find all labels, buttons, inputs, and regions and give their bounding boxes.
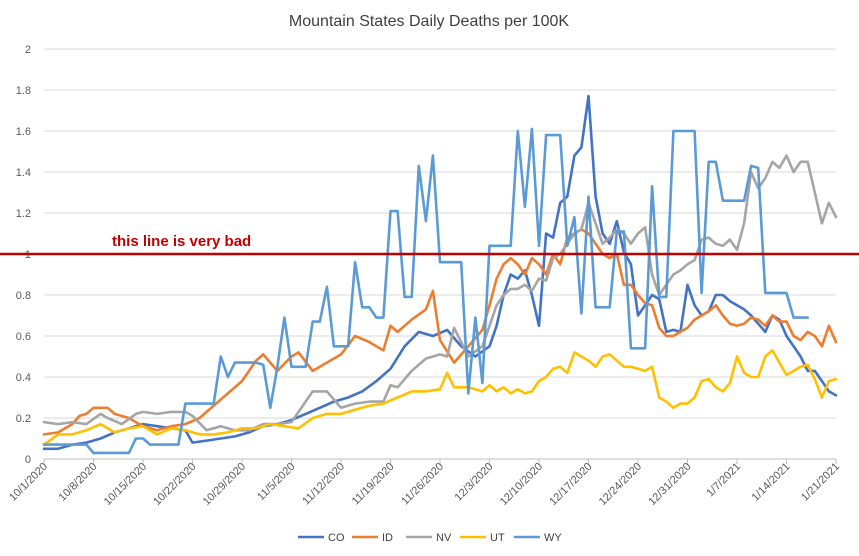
y-tick-label: 1.2 [16, 208, 31, 220]
legend-label-co: CO [328, 532, 345, 544]
chart-title: Mountain States Daily Deaths per 100K [289, 13, 569, 30]
y-tick-label: 0.8 [16, 290, 31, 302]
x-tick-label: 12/17/2020 [547, 461, 594, 508]
x-tick-label: 11/5/2020 [255, 461, 298, 504]
annotation-text: this line is very bad [112, 233, 251, 250]
y-tick-label: 0.2 [16, 413, 31, 425]
legend-label-id: ID [382, 532, 393, 544]
x-tick-label: 12/3/2020 [453, 461, 496, 504]
series-line-wy [42, 127, 809, 455]
y-tick-label: 1.4 [16, 167, 31, 179]
x-tick-label: 10/8/2020 [57, 461, 100, 504]
threshold-annotation: this line is very bad [0, 233, 859, 256]
x-tick-label: 10/1/2020 [7, 461, 50, 504]
x-tick-label: 11/12/2020 [300, 461, 347, 508]
x-tick-label: 1/21/2021 [799, 461, 842, 504]
x-tick-label: 12/10/2020 [498, 461, 545, 508]
y-tick-label: 2 [25, 44, 31, 56]
x-tick-label: 10/22/2020 [151, 461, 198, 508]
legend-label-wy: WY [544, 532, 562, 544]
x-tick-label: 10/15/2020 [102, 461, 149, 508]
legend: CO ID NV UT WY [298, 532, 562, 544]
legend-label-nv: NV [436, 532, 452, 544]
series-line-id [42, 228, 838, 436]
y-tick-label: 0.4 [16, 372, 31, 384]
x-tick-label: 11/26/2020 [399, 461, 446, 508]
legend-label-ut: UT [490, 532, 505, 544]
y-tick-label: 1.6 [16, 126, 31, 138]
x-tick-label: 12/24/2020 [597, 461, 644, 508]
series-line-co [42, 94, 838, 451]
series-line-nv [42, 154, 838, 432]
x-tick-label: 12/31/2020 [646, 461, 693, 508]
x-tick-label: 1/7/2021 [704, 461, 743, 500]
y-tick-label: 1.8 [16, 85, 31, 97]
x-axis: 10/1/2020 10/8/2020 10/15/2020 10/22/2020 10… [7, 458, 842, 508]
series-line-ut [42, 349, 838, 446]
y-tick-label: 0.6 [16, 331, 31, 343]
y-tick-label: 0 [25, 454, 31, 466]
y-axis: 00.20.40.60.811.21.41.61.82 [16, 44, 31, 466]
x-tick-label: 11/19/2020 [350, 461, 397, 508]
x-tick-label: 10/29/2020 [201, 461, 248, 508]
series-lines [42, 94, 838, 455]
x-tick-label: 1/14/2021 [750, 461, 793, 504]
